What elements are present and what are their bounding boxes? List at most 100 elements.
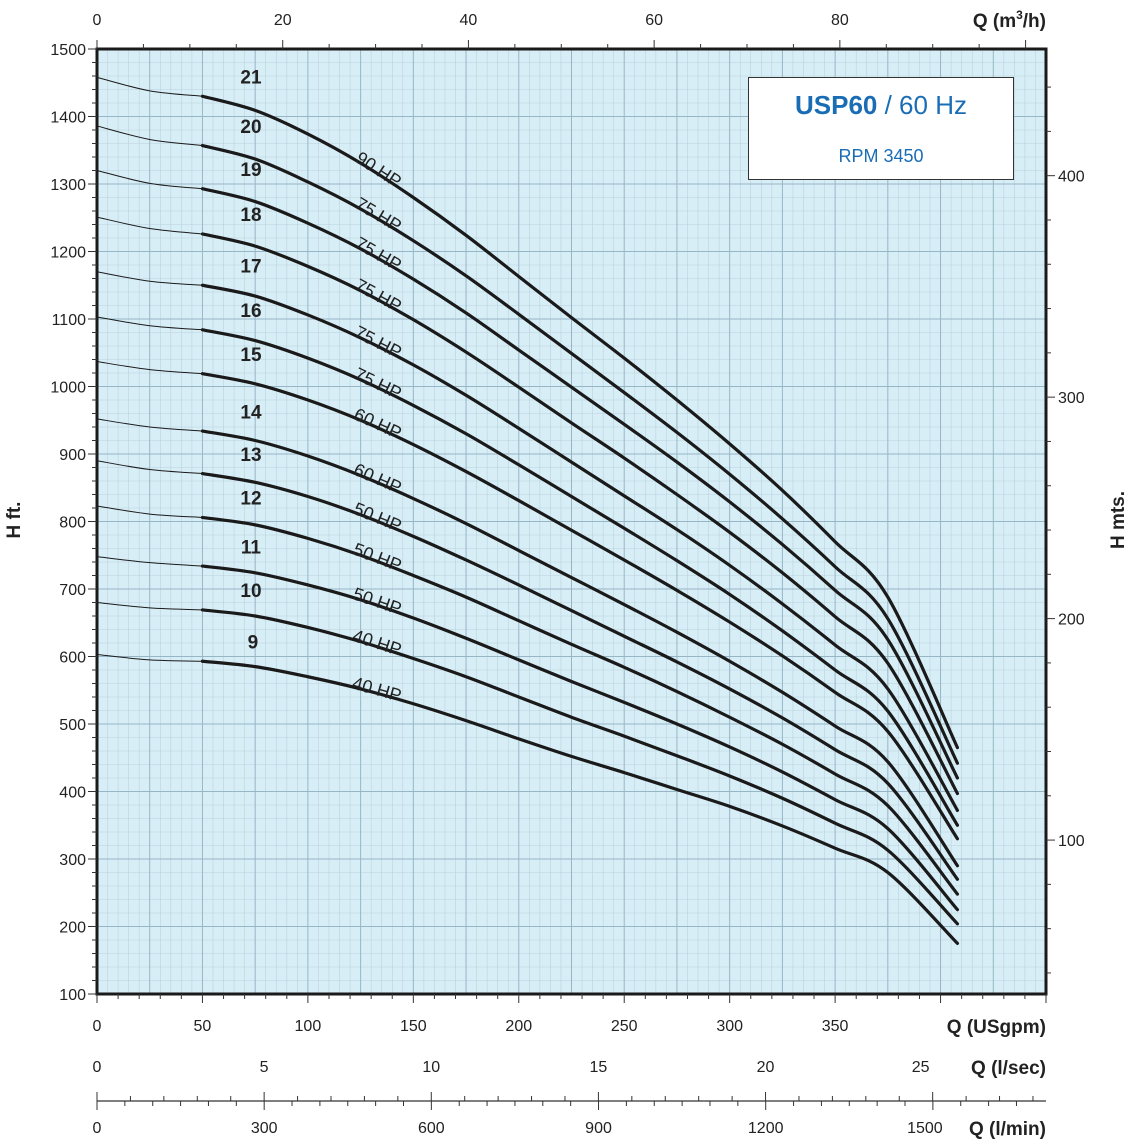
tick-label-x-lsec: 10 [422,1059,440,1076]
frequency-label: / 60 Hz [877,90,967,120]
curve-thin-stage-16 [96,316,203,331]
x-lmin-axis-title: Q (l/min) [969,1119,1046,1140]
tick-label-y-left: 500 [59,717,86,734]
curve-thin-stage-19 [96,170,203,190]
tick-label-y-left: 600 [59,650,86,667]
tick-label-y-left: 300 [59,852,86,869]
curve-thin-stage-13 [96,460,203,475]
curve-stage-15 [200,372,960,841]
stage-label: 13 [240,445,261,466]
tick-label-y-left: 1300 [50,177,86,194]
tick-label-y-right: 300 [1058,390,1085,407]
x-lsec-axis-title: Q (l/sec) [971,1058,1046,1079]
curve-stage-16 [200,328,960,827]
stage-label: 20 [240,117,261,138]
tick-label-y-left: 100 [59,987,86,1004]
tick-label-y-right: 100 [1058,833,1085,850]
tick-label-x-lsec: 25 [912,1059,930,1076]
x-top-axis-title-main: Q (m [973,11,1016,32]
stage-label: 19 [240,160,261,181]
curve-stage-13 [200,471,960,881]
tick-label-y-left: 1100 [52,312,87,329]
curve-stage-20 [200,143,960,765]
curve-stage-11 [200,564,960,912]
curve-thin-stage-9 [96,653,203,662]
tick-label-x-bottom: 50 [194,1018,212,1035]
tick-label-x-bottom: 0 [93,1018,102,1035]
tick-label-x-top: 40 [460,12,478,29]
tick-label-y-left: 700 [59,582,86,599]
tick-label-x-lsec: 5 [260,1059,269,1076]
tick-label-x-bottom: 300 [716,1018,743,1035]
y-left-axis-title: H ft. [4,502,25,539]
tick-label-x-lmin: 600 [418,1120,445,1137]
tick-label-y-left: 200 [59,920,86,937]
stage-label: 18 [240,205,261,226]
stage-label: 15 [240,345,262,366]
stage-label: 14 [240,402,262,423]
tick-label-x-lmin: 1200 [748,1120,784,1137]
curve-stage-12 [200,515,960,896]
curve-thin-stage-11 [96,556,203,567]
tick-label-x-bottom: 150 [400,1018,427,1035]
curve-stage-18 [200,232,960,796]
chart-title: USP60 / 60 Hz [749,90,1013,121]
tick-label-x-top: 20 [274,12,292,29]
tick-label-y-left: 1000 [50,380,86,397]
stage-labels: 9 10 11 12 13 14 15 16 17 18 19 20 21 [240,68,262,654]
curve-thin-stage-17 [96,271,203,286]
tick-label-x-lsec: 20 [757,1059,775,1076]
tick-label-y-left: 800 [59,515,86,532]
x-top-axis-title-sup: 3 [1016,8,1023,22]
tick-label-x-top: 60 [645,12,663,29]
curve-stage-17 [200,283,960,812]
curve-stage-19 [200,187,960,780]
tick-label-y-left: 1500 [50,42,86,59]
tick-label-x-lmin: 900 [585,1120,612,1137]
tick-label-y-right: 200 [1058,612,1085,629]
curve-thin-stage-12 [96,505,203,518]
x-bottom-axis-title: Q (USgpm) [947,1017,1046,1038]
x-top-axis-title: Q (m3/h) [973,8,1046,32]
tick-label-x-bottom: 100 [295,1018,322,1035]
tick-label-x-lsec: 0 [93,1059,102,1076]
curve-thin-stage-18 [96,216,203,235]
curve-thin-stage-20 [96,125,203,147]
tick-label-y-right: 400 [1058,169,1085,186]
stage-label: 21 [240,68,262,89]
y-right-axis-title: H mts. [1108,491,1129,549]
curve-thin-stage-10 [96,602,203,611]
stage-label: 9 [248,632,259,653]
curve-stage-21 [200,94,960,750]
curve-stage-9 [200,659,960,945]
curve-thin-stage-21 [96,76,203,97]
stage-label: 12 [240,489,261,510]
tick-label-x-bottom: 350 [822,1018,849,1035]
tick-label-x-bottom: 200 [505,1018,532,1035]
tick-label-x-bottom: 250 [611,1018,638,1035]
model-name: USP60 [795,90,878,120]
tick-label-x-lmin: 0 [93,1120,102,1137]
stage-label: 11 [241,537,262,558]
stage-label: 16 [240,301,261,322]
tick-label-y-left: 1400 [50,110,86,127]
axis-ticks [88,40,1055,1110]
curve-thin-stage-15 [96,361,203,375]
tick-label-y-left: 900 [59,447,86,464]
stage-label: 17 [240,257,261,278]
curve-stage-10 [200,608,960,926]
tick-label-x-top: 80 [831,12,849,29]
tick-label-x-lsec: 15 [590,1059,608,1076]
curve-stage-14 [200,429,960,868]
legend-box: USP60 / 60 Hz RPM 3450 [748,77,1014,180]
chart-subtitle: RPM 3450 [838,146,924,166]
tick-label-y-left: 400 [59,785,86,802]
tick-label-y-left: 1200 [50,245,86,262]
tick-label-x-top: 0 [93,12,102,29]
head-curves [96,76,960,945]
tick-label-x-lmin: 300 [251,1120,278,1137]
x-top-axis-title-end: /h) [1023,11,1046,32]
curve-thin-stage-14 [96,418,203,432]
